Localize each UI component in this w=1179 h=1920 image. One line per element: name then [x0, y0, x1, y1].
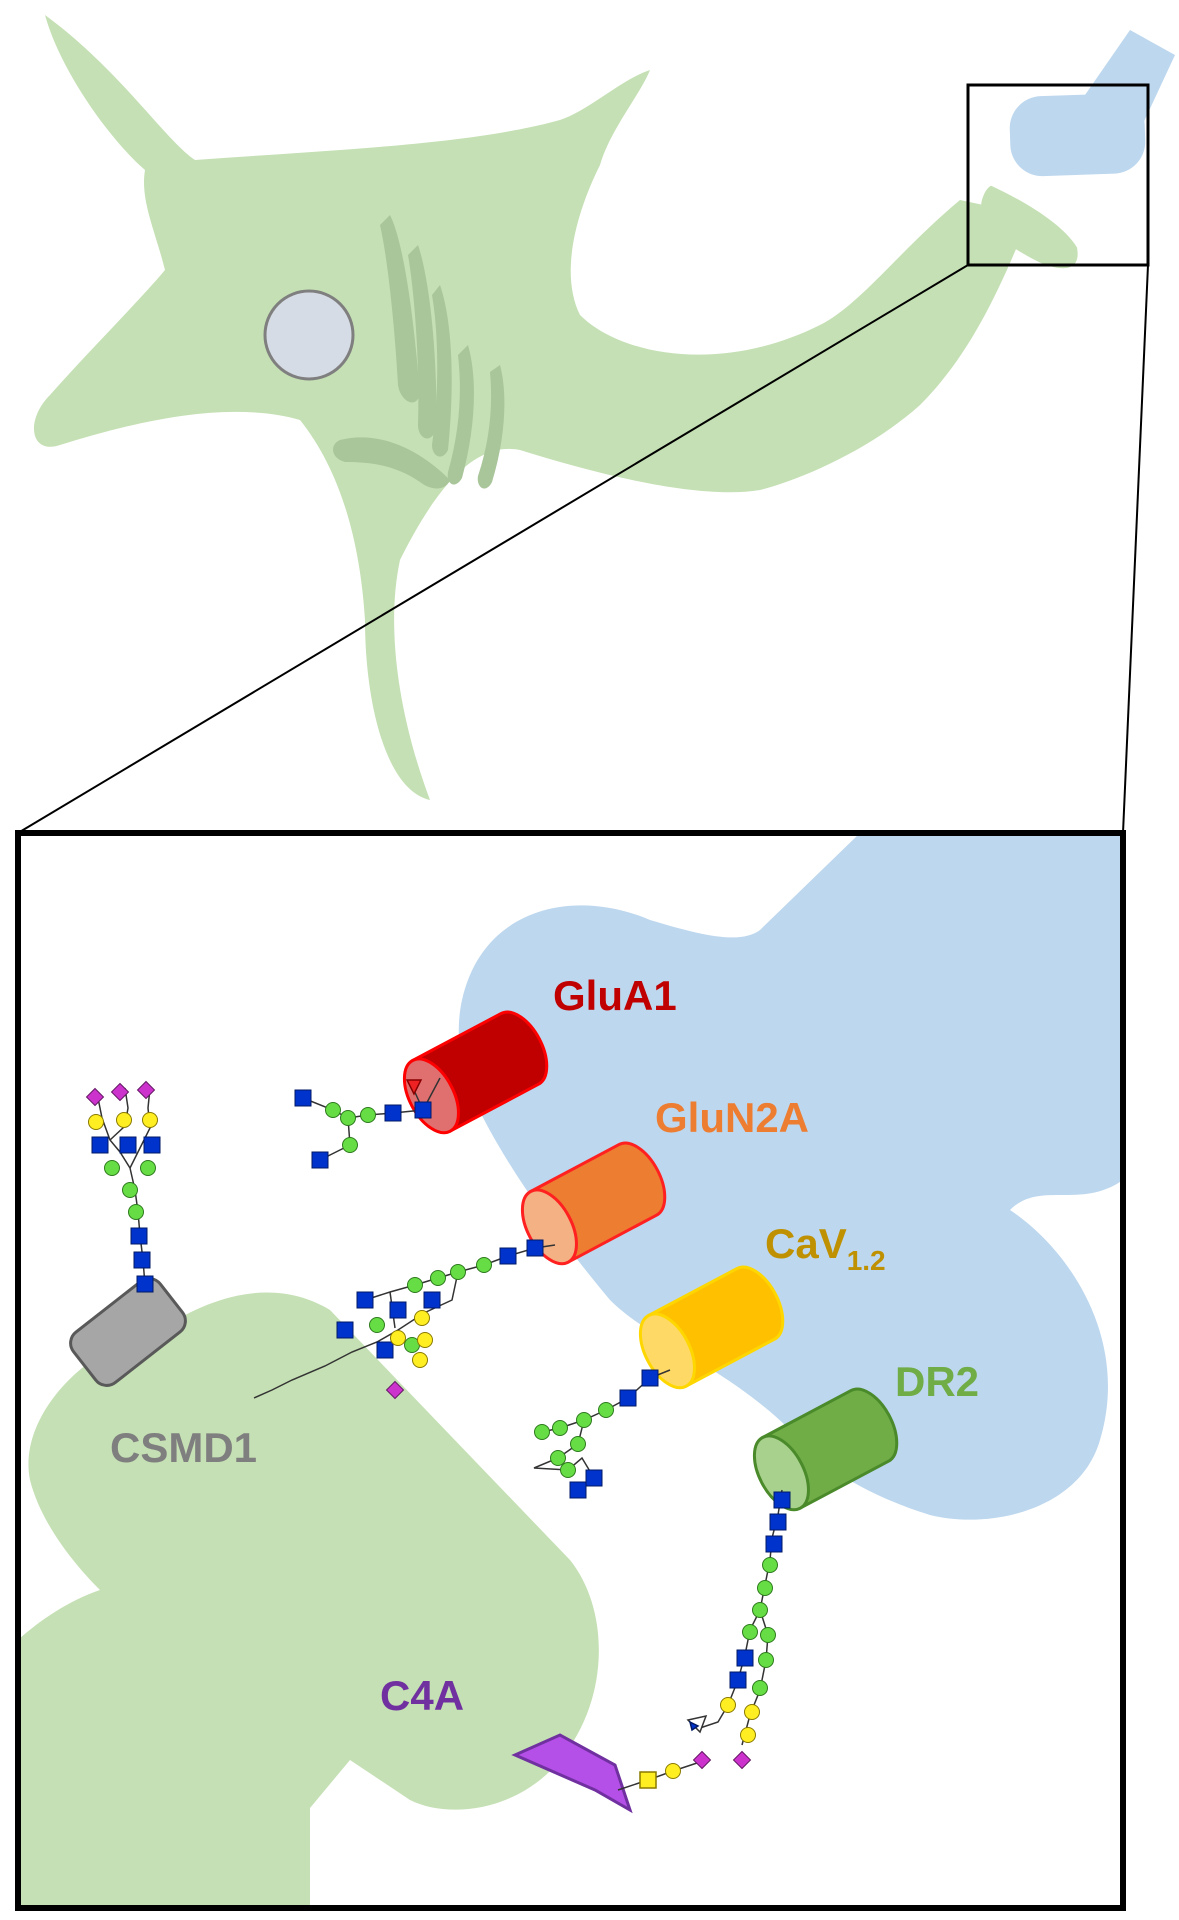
zoom-panel: [15, 830, 1126, 1911]
cav12-label-main: CaV: [765, 1220, 847, 1267]
postsynaptic-region: [18, 1292, 599, 1908]
neuron-cell: [33, 15, 1031, 800]
zoom-panel-frame: [15, 830, 1126, 1911]
glycan-csmd1: [85, 1080, 161, 1293]
csmd1-label: CSMD1: [110, 1424, 257, 1471]
csmd1-protein: [69, 1277, 187, 1387]
zoom-line-right: [1122, 264, 1149, 834]
golgi-apparatus: [333, 215, 505, 489]
cav12-label: CaV1.2: [765, 1220, 886, 1276]
cav12-channel: [638, 1265, 785, 1390]
dr2-receptor: [752, 1387, 899, 1512]
glycan-c4a: [617, 1750, 712, 1791]
cav12-label-subscript: 1.2: [847, 1245, 886, 1276]
glua1-label: GluA1: [553, 972, 677, 1019]
postsynaptic-spine: [981, 185, 1078, 269]
presynaptic-terminal: [1009, 30, 1175, 177]
glycan-cav12: [533, 1369, 671, 1499]
c4a-protein: [511, 1733, 633, 1814]
c4a-label: C4A: [380, 1672, 464, 1719]
zoom-line-left: [17, 264, 969, 834]
zoom-region-box: [966, 83, 1150, 267]
glycan-glua1: [294, 1077, 441, 1169]
glun2a-label: GluN2A: [655, 1094, 809, 1141]
dr2-label: DR2: [895, 1358, 979, 1405]
nucleus: [263, 289, 355, 381]
glycan-dr2: [686, 1489, 791, 1770]
glycan-glun2a: [253, 1239, 556, 1400]
presynaptic-region: [458, 833, 1123, 1520]
